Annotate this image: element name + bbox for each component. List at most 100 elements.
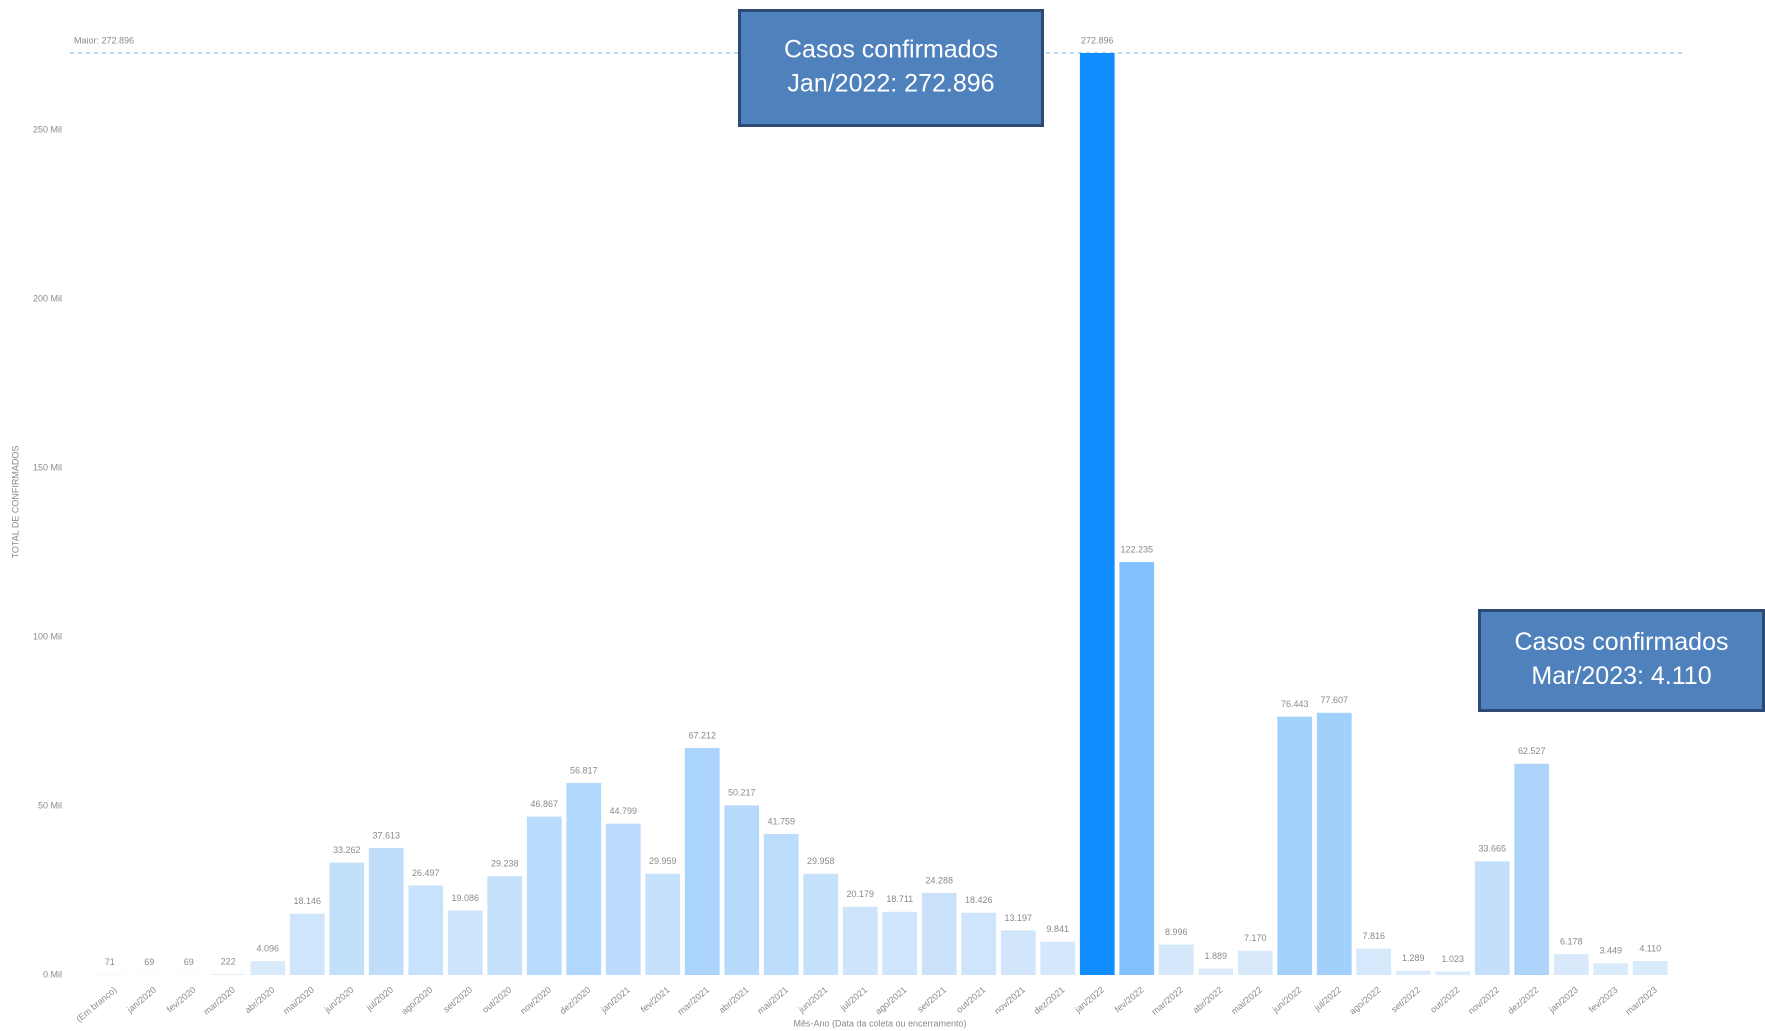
bar — [408, 885, 444, 975]
bar — [1632, 961, 1668, 975]
callout-text: Mar/2023: 4.110 — [1531, 662, 1711, 690]
x-tick-label: set/2020 — [441, 985, 474, 1015]
x-tick-label: nov/2022 — [1466, 985, 1501, 1016]
bar — [961, 912, 997, 975]
value-label: 44.799 — [609, 806, 637, 816]
x-tick-label: dez/2020 — [558, 985, 593, 1016]
x-tick-label: jun/2022 — [1270, 985, 1304, 1016]
value-label: 37.613 — [372, 830, 400, 840]
bar — [605, 823, 641, 975]
value-label: 62.527 — [1518, 746, 1546, 756]
reference-label: Maior: 272.896 — [74, 35, 134, 45]
bar — [1395, 970, 1431, 975]
value-label: 41.759 — [767, 816, 795, 826]
value-label: 29.238 — [491, 859, 519, 869]
value-label: 8.996 — [1165, 927, 1188, 937]
bar — [921, 892, 957, 975]
x-tick-label: jun/2020 — [322, 985, 356, 1016]
x-tick-label: fev/2020 — [165, 985, 198, 1015]
value-label: 18.146 — [293, 896, 321, 906]
value-label: 13.197 — [1004, 913, 1032, 923]
x-tick-label: abr/2022 — [1191, 985, 1225, 1015]
bar — [368, 847, 404, 975]
bar — [1277, 716, 1313, 975]
x-tick-label: mai/2022 — [1229, 985, 1264, 1016]
bar — [1079, 53, 1115, 976]
value-label: 6.178 — [1560, 937, 1583, 947]
callout-text: Casos confirmados — [1515, 628, 1729, 656]
value-label: 26.497 — [412, 868, 440, 878]
x-tick-label: jan/2021 — [598, 985, 632, 1016]
bar — [1356, 948, 1392, 975]
bar — [447, 910, 483, 975]
value-label: 67.212 — [688, 730, 716, 740]
value-label: 4.096 — [256, 944, 279, 954]
bar — [1119, 562, 1155, 975]
x-tick-label: nov/2020 — [518, 985, 553, 1016]
x-tick-label: mar/2022 — [1150, 985, 1186, 1017]
y-tick-label: 250 Mil — [33, 125, 62, 135]
x-tick-label: jan/2022 — [1072, 985, 1106, 1016]
bar — [487, 876, 523, 975]
value-label: 19.086 — [451, 893, 479, 903]
value-label: 29.958 — [807, 856, 835, 866]
bar — [803, 873, 839, 975]
x-tick-label: fev/2023 — [1587, 985, 1620, 1015]
x-tick-label: dez/2021 — [1032, 985, 1067, 1016]
callout-text: Casos confirmados — [784, 36, 998, 64]
value-label: 18.426 — [965, 895, 993, 905]
bar — [289, 913, 325, 975]
x-tick-label: ago/2022 — [1347, 985, 1382, 1017]
x-tick-label: fev/2022 — [1113, 985, 1146, 1015]
x-axis-title: Mês-Ano (Data da coleta ou encerramento) — [793, 1018, 966, 1028]
bar — [645, 873, 681, 975]
x-tick-label: jun/2021 — [796, 985, 830, 1016]
x-tick-label: nov/2021 — [992, 985, 1027, 1016]
y-tick-label: 100 Mil — [33, 632, 62, 642]
value-label: 69 — [184, 957, 194, 967]
y-axis-title: TOTAL DE CONFIRMADOS — [10, 446, 20, 559]
x-tick-label: abr/2021 — [717, 985, 751, 1015]
value-label: 77.607 — [1320, 695, 1348, 705]
callout-text: Jan/2022: 272.896 — [787, 70, 994, 98]
bar — [1237, 950, 1273, 975]
bar — [566, 783, 602, 975]
bar — [1593, 963, 1629, 975]
y-tick-label: 0 Mil — [43, 969, 62, 979]
value-label: 1.289 — [1402, 953, 1425, 963]
x-tick-label: jul/2020 — [364, 985, 395, 1014]
bar — [842, 906, 878, 975]
x-tick-label: out/2021 — [954, 985, 987, 1015]
bar — [1316, 712, 1352, 975]
value-label: 4.110 — [1639, 943, 1661, 953]
value-label: 71 — [105, 957, 115, 967]
value-label: 33.262 — [333, 845, 361, 855]
bar — [684, 747, 720, 975]
x-tick-label: jan/2023 — [1546, 985, 1580, 1016]
value-label: 46.867 — [530, 799, 558, 809]
bar — [1198, 968, 1234, 975]
bar — [1158, 944, 1194, 975]
value-label: 9.841 — [1046, 924, 1069, 934]
x-tick-label: out/2022 — [1428, 985, 1461, 1015]
value-label: 69 — [144, 957, 154, 967]
value-label: 56.817 — [570, 765, 598, 775]
x-tick-label: jan/2020 — [124, 985, 158, 1016]
x-tick-label: jul/2022 — [1312, 985, 1343, 1014]
value-label: 20.179 — [846, 889, 874, 899]
bar — [724, 805, 760, 975]
y-tick-label: 50 Mil — [38, 800, 62, 810]
x-tick-label: ago/2020 — [399, 985, 434, 1017]
bar — [1514, 763, 1550, 975]
x-tick-label: mai/2021 — [755, 985, 790, 1016]
x-tick-label: (Em branco) — [74, 985, 118, 1024]
y-tick-label: 200 Mil — [33, 294, 62, 304]
value-label: 7.170 — [1244, 933, 1267, 943]
x-tick-label: out/2020 — [480, 985, 513, 1015]
bar — [763, 833, 799, 975]
bar — [526, 816, 562, 975]
bar — [1553, 954, 1589, 975]
x-tick-label: mar/2023 — [1624, 985, 1660, 1017]
value-label: 7.816 — [1362, 931, 1385, 941]
